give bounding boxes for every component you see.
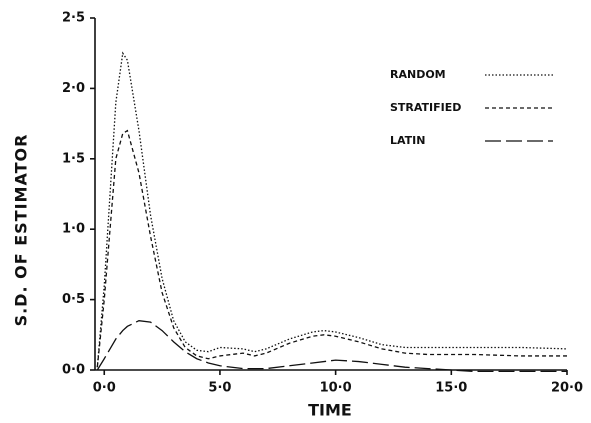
y-tick-label: 2·5 — [62, 11, 85, 26]
y-tick-label: 0·5 — [62, 292, 85, 307]
series-line — [96, 320, 567, 373]
y-tick-label: 2·0 — [62, 81, 85, 96]
legend-label: RANDOM — [390, 68, 446, 81]
legend-label: LATIN — [390, 134, 425, 147]
x-tick-label: 0·0 — [93, 381, 116, 396]
series-line — [96, 51, 568, 368]
y-tick-label: 1·0 — [62, 222, 85, 237]
x-tick-label: 10·0 — [320, 381, 352, 396]
x-axis-label: TIME — [308, 401, 352, 420]
y-tick-label: 1·5 — [62, 151, 85, 166]
legend-label: STRATIFIED — [390, 101, 461, 114]
series-line — [96, 129, 567, 368]
y-tick-label: 0·0 — [62, 363, 85, 378]
y-axis-label: S.D. OF ESTIMATOR — [12, 134, 31, 327]
x-tick-label: 15·0 — [435, 381, 467, 396]
x-tick-label: 5·0 — [208, 381, 231, 396]
x-tick-label: 20·0 — [551, 381, 583, 396]
